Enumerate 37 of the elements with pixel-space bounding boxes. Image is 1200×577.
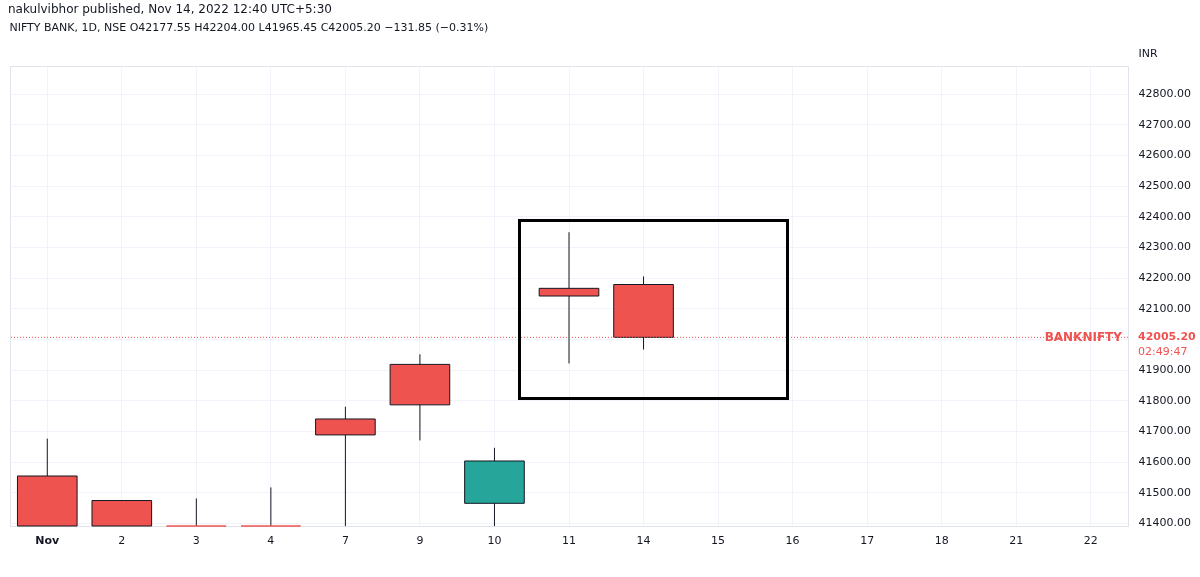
y-tick-label: 41400.00 [1138,516,1191,530]
y-tick-label: 42700.00 [1138,117,1191,131]
y-tick-label: 42600.00 [1138,148,1191,162]
chart-title: NIFTY BANK, 1D, NSE O42177.55 H42204.00 L41965.45 C42005.20 −131.85 (−0.31%) [9,21,489,34]
y-tick-label: 41800.00 [1138,393,1191,407]
text: nakulvibhor published, Nov 14, 2022 12:40 UTC+5:30 [7,1,333,18]
y-tick-label: 41700.00 [1138,424,1191,438]
x-tick-label: 3 [192,533,200,547]
x-tick-label: 7 [341,533,349,547]
y-tick-label: 42800.00 [1138,87,1191,101]
x-tick-label: 4 [267,533,275,547]
x-tick-label: 21 [1009,533,1024,547]
x-tick-label: 11 [562,533,576,547]
x-tick-label: 16 [785,533,800,547]
x-tick-label: 18 [934,533,949,547]
text: 42005.20 [1138,330,1197,344]
y-tick-label: 42100.00 [1138,301,1191,315]
y-tick-label: 42200.00 [1138,271,1191,285]
candlestick [166,497,227,527]
x-tick-label: 10 [487,533,502,547]
y-tick-label: 42300.00 [1138,240,1191,254]
ref-line-label: BANKNIFTY [1044,330,1123,345]
x-tick-label: 17 [860,533,875,547]
x-tick-label: 2 [118,533,126,547]
x-tick-label: 9 [416,533,424,547]
y-tick-label: 42500.00 [1138,179,1191,193]
y-tick-label: 41900.00 [1138,363,1191,377]
x-tick-label: 15 [711,533,726,547]
text: 02:49:47 [1138,345,1188,359]
y-axis-title: INR [1138,46,1158,60]
x-tick-label: Nov [35,533,61,547]
y-tick-label: 41600.00 [1138,455,1191,469]
x-tick-label: 14 [636,533,651,547]
y-tick-label: 41500.00 [1138,485,1191,499]
x-tick-label: 22 [1083,533,1098,547]
y-tick-label: 42400.00 [1138,209,1191,223]
candlestick [240,486,302,527]
